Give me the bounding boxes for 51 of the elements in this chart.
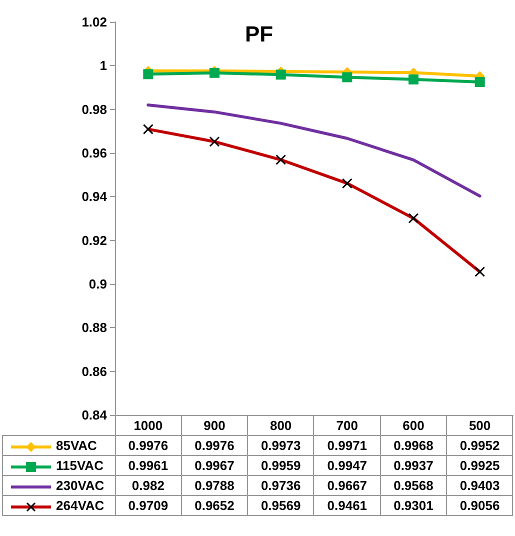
chart-title: PF <box>245 22 274 46</box>
data-label: 0.9952 <box>446 436 513 456</box>
data-label: 0.982 <box>115 476 182 496</box>
data-label: 0.9569 <box>248 496 314 516</box>
legend-label: 264VAC <box>56 498 104 513</box>
point <box>474 77 485 88</box>
point <box>342 72 352 82</box>
data-label: 0.9976 <box>181 436 248 456</box>
data-label: 0.9937 <box>380 456 447 476</box>
data-label: 0.9976 <box>115 436 182 456</box>
data-label: 0.9667 <box>314 476 380 496</box>
point <box>143 69 154 80</box>
y-tick-label: 0.88 <box>82 320 107 336</box>
data-label: 0.9301 <box>380 496 447 516</box>
x-tick-label: 900 <box>181 416 248 436</box>
y-tick-label: 0.96 <box>82 146 107 160</box>
legend-label: 115VAC <box>56 458 104 473</box>
data-label: 0.9968 <box>380 436 447 456</box>
y-tick-label: 0.84 <box>82 408 108 422</box>
data-label: 0.9736 <box>248 476 314 496</box>
x-tick-label: 1000 <box>115 416 182 436</box>
data-label: 0.9709 <box>115 496 182 516</box>
point <box>408 74 418 84</box>
y-tick-label: 0.92 <box>82 232 107 248</box>
x-tick-label: 800 <box>248 416 314 436</box>
x-tick-label: 500 <box>446 416 513 436</box>
point <box>276 70 286 80</box>
data-label: 0.9568 <box>380 476 447 496</box>
x-tick-label: 700 <box>314 416 380 436</box>
y-tick-label: 0.98 <box>82 102 107 117</box>
legend-label: 230VAC <box>56 478 104 493</box>
y-tick-label: 1 <box>100 58 107 74</box>
data-label: 0.9788 <box>181 476 248 496</box>
data-label: 0.9959 <box>248 456 314 476</box>
line-series <box>146 103 482 198</box>
data-label: 0.9461 <box>314 496 380 516</box>
y-tick-label: 0.94 <box>82 189 108 204</box>
data-label: 0.9947 <box>314 456 380 476</box>
x-tick-label: 600 <box>380 416 447 436</box>
data-label: 0.9971 <box>314 436 380 456</box>
data-label: 0.9961 <box>115 456 182 476</box>
y-tick-label: 0.9 <box>88 276 107 292</box>
data-label: 0.9967 <box>181 456 248 476</box>
y-tick-label: 1.02 <box>82 14 107 30</box>
data-label: 0.9652 <box>181 496 248 516</box>
data-label: 0.9925 <box>446 456 513 476</box>
data-label: 0.9973 <box>248 436 314 456</box>
y-tick-label: 0.86 <box>82 364 107 379</box>
data-label: 0.9403 <box>446 476 513 496</box>
legend-label: 85VAC <box>56 438 97 453</box>
data-label: 0.9056 <box>446 496 513 516</box>
